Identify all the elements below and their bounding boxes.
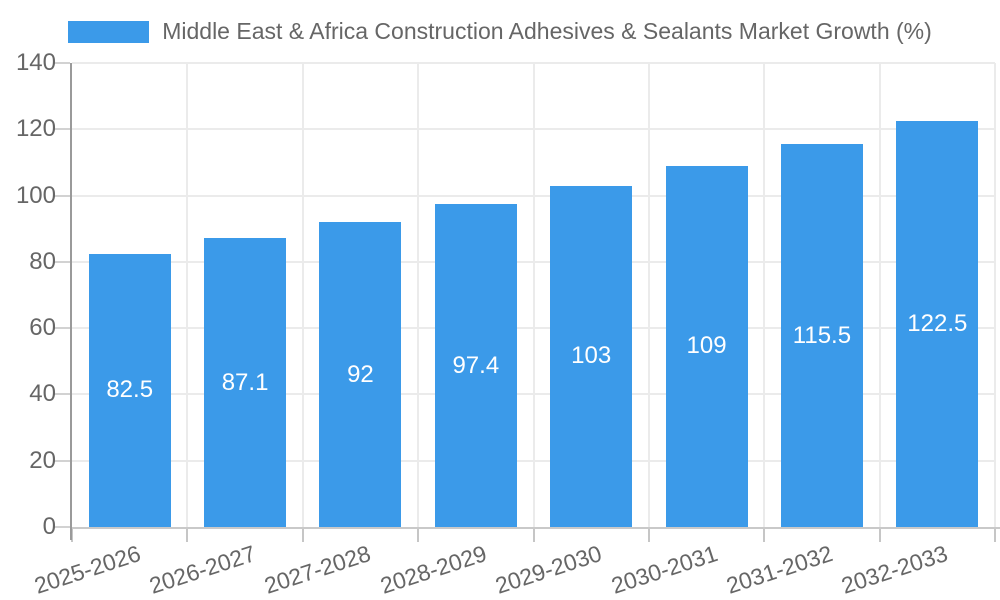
y-axis-tick — [54, 260, 70, 263]
bar[interactable]: 87.1 — [204, 238, 287, 527]
bar-value-label: 87.1 — [221, 368, 269, 396]
y-tick-label: 60 — [29, 314, 56, 342]
bar[interactable]: 82.5 — [88, 253, 171, 527]
y-tick-label: 40 — [29, 380, 56, 408]
y-axis-tick — [54, 194, 70, 197]
bar-value-label: 97.4 — [452, 351, 500, 379]
bar[interactable]: 122.5 — [896, 121, 979, 527]
x-axis-tick — [301, 529, 304, 542]
gridline-vertical — [532, 63, 535, 527]
bar-value-label: 82.5 — [106, 376, 154, 404]
y-tick-label: 0 — [42, 513, 56, 540]
bar[interactable]: 92 — [319, 222, 402, 527]
y-axis-line — [70, 63, 72, 540]
bar[interactable]: 109 — [665, 165, 748, 527]
gridline-vertical — [301, 63, 304, 527]
y-tick-label: 100 — [15, 181, 56, 209]
y-axis-tick — [54, 393, 70, 396]
y-axis-tick — [54, 526, 70, 528]
x-axis-tick — [71, 529, 73, 542]
y-axis-tick — [54, 62, 70, 64]
bar[interactable]: 115.5 — [780, 144, 863, 527]
y-axis-tick — [54, 459, 70, 462]
y-tick-label: 20 — [29, 446, 56, 474]
x-axis-tick — [647, 529, 650, 542]
x-axis-tick — [186, 529, 189, 542]
y-tick-label: 140 — [15, 49, 56, 76]
x-axis-tick — [763, 529, 766, 542]
bar-value-label: 103 — [571, 342, 612, 370]
x-axis-line — [70, 527, 1000, 529]
bar[interactable]: 103 — [550, 185, 633, 527]
bar-value-label: 109 — [686, 332, 727, 360]
x-axis-tick — [878, 529, 881, 542]
gridline-vertical — [994, 63, 996, 527]
y-axis-tick — [54, 327, 70, 330]
gridline-vertical — [647, 63, 650, 527]
x-axis-tick — [994, 529, 996, 542]
gridline-vertical — [417, 63, 420, 527]
bar-value-label: 92 — [347, 360, 374, 388]
x-axis-tick — [417, 529, 420, 542]
bar-value-label: 122.5 — [907, 310, 968, 337]
bar-value-label: 115.5 — [792, 321, 852, 349]
gridline-vertical — [763, 63, 766, 527]
legend-swatch — [68, 20, 150, 43]
bar[interactable]: 97.4 — [434, 204, 517, 527]
legend-label: Middle East & Africa Construction Adhesi… — [162, 18, 932, 44]
y-tick-label: 80 — [29, 247, 56, 275]
y-tick-label: 120 — [15, 115, 56, 143]
legend-item[interactable]: Middle East & Africa Construction Adhesi… — [0, 18, 1000, 45]
x-axis-tick — [532, 529, 535, 542]
y-axis-tick — [54, 128, 70, 131]
gridline-vertical — [878, 63, 881, 527]
gridline-vertical — [186, 63, 189, 527]
